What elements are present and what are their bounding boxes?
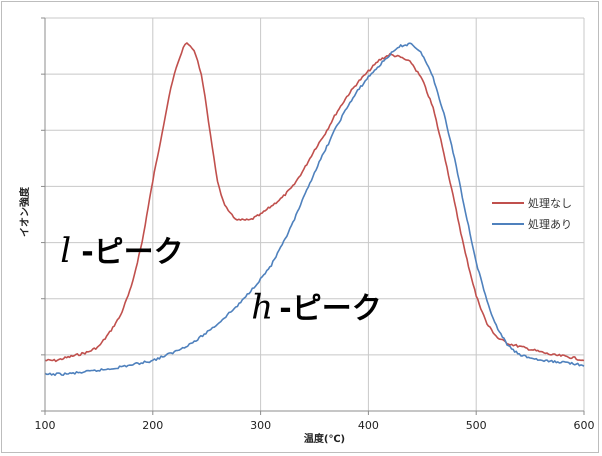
x-axis-label: 温度(℃) [304,432,345,445]
annotation-h-text: -ピーク [279,291,381,326]
y-axis-label: イオン強度 [18,186,31,237]
x-tick-label: 400 [358,419,379,432]
annotation-l-text: -ピーク [81,235,183,270]
annotation-h-peak: h -ピーク [251,287,381,327]
x-tick-label: 300 [250,419,271,432]
grid [44,17,585,411]
annotation-l-letter: l [60,231,71,271]
x-tick-label: 100 [35,419,56,432]
x-tick-label: 200 [142,419,163,432]
series-line-1 [44,42,585,363]
series-line-2 [44,42,585,377]
annotation-h-letter: h [251,287,273,327]
axes [41,17,584,412]
legend: 処理なし 処理あり [492,197,572,231]
x-tick-label: 600 [574,419,595,432]
annotation-l-peak: l -ピーク [60,231,183,271]
legend-label-series-1: 処理なし [528,197,572,210]
x-ticks: 100 200 300 400 500 600 [35,411,595,432]
series-layer [44,42,585,377]
legend-label-series-2: 処理あり [528,218,572,231]
x-tick-label: 500 [466,419,487,432]
